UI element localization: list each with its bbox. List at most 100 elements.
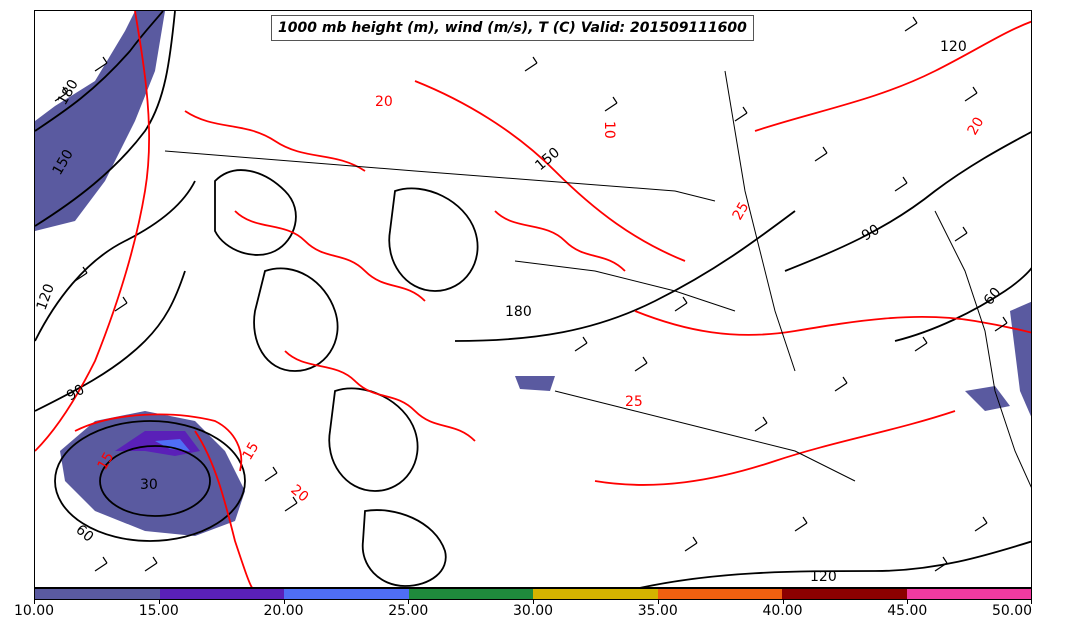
temperature-label: 25 <box>730 200 753 223</box>
colorbar-label: 35.00 <box>637 603 678 619</box>
height-contour-90-west <box>35 270 186 412</box>
temp-contour-25 <box>634 310 1031 336</box>
shading-low-inner <box>155 439 190 451</box>
temp-contour-low <box>74 413 243 472</box>
wind-barb <box>634 356 648 372</box>
wind-barb <box>894 176 908 192</box>
shading-northwest <box>35 11 165 231</box>
temperature-label: 10 <box>601 121 617 139</box>
height-label: 90 <box>859 222 882 245</box>
height-label: 90 <box>64 382 87 405</box>
height-contour-120-west <box>35 180 196 342</box>
wind-barb <box>904 16 918 32</box>
height-contour-120-south <box>640 540 1031 587</box>
wind-barb <box>914 336 928 352</box>
colorbar-tick <box>782 600 784 604</box>
height-label: 180 <box>505 304 532 320</box>
wind-barb <box>754 416 768 432</box>
map-canvas: 180 150 120 90 60 30 120 90 60 120 180 1… <box>35 11 1031 587</box>
height-contour-60-east <box>894 267 1031 342</box>
colorbar-label: 40.00 <box>762 603 803 619</box>
temp-contour-20-north <box>414 80 686 262</box>
height-label: 60 <box>72 522 96 546</box>
temperature-label: 20 <box>965 115 988 138</box>
colorbar-segment <box>159 589 284 599</box>
colorbar-segment <box>657 589 782 599</box>
wind-barbs <box>54 16 1008 572</box>
colorbar-tick <box>533 600 534 604</box>
shading-southwest-low <box>60 411 245 536</box>
wind-barb <box>524 56 538 72</box>
political-boundaries <box>164 70 1031 488</box>
colorbar-tick <box>907 600 909 604</box>
wind-barb <box>964 86 978 102</box>
wind-barb <box>834 376 848 392</box>
wind-barb <box>684 536 698 552</box>
colorbar-segment <box>782 589 907 599</box>
wind-barb <box>934 556 948 572</box>
wind-barb <box>794 516 808 532</box>
wind-barb <box>94 556 108 572</box>
height-label: 150 <box>532 145 563 174</box>
wind-barb <box>974 516 988 532</box>
colorbar-label: 50.00 <box>991 603 1033 619</box>
wind-barb <box>144 556 158 572</box>
temperature-contours <box>35 11 1031 587</box>
terrain-cluster-4 <box>388 187 479 292</box>
border-coast-east <box>934 210 1031 488</box>
temp-wiggle-4 <box>184 110 366 172</box>
wind-barb <box>574 336 588 352</box>
colorbar-segment <box>533 589 658 599</box>
temperature-label: 20 <box>375 94 393 110</box>
terrain-cluster-5 <box>361 509 447 587</box>
map-panel: 180 150 120 90 60 30 120 90 60 120 180 1… <box>34 10 1032 588</box>
height-contour-180 <box>35 11 164 132</box>
height-contour-90-east <box>784 131 1031 272</box>
height-label: 30 <box>140 477 158 493</box>
wind-barb <box>54 86 68 102</box>
wind-barb <box>284 496 298 512</box>
colorbar-segment <box>906 589 1031 599</box>
colorbar-tick <box>283 600 285 604</box>
border-canada <box>164 150 716 202</box>
shading-southeast-patch <box>965 386 1010 411</box>
wind-barb <box>604 96 618 112</box>
colorbar-tick <box>657 600 659 604</box>
wind-barb <box>954 226 968 242</box>
temp-wiggle-3 <box>494 210 626 272</box>
temp-contour-20-east <box>754 20 1031 132</box>
shading-east-edge <box>1010 301 1031 417</box>
colorbar-tick <box>408 600 410 604</box>
wind-speed-shading <box>35 11 1031 536</box>
colorbar-label: 15.00 <box>138 603 179 619</box>
border-gulf <box>554 390 856 482</box>
temp-contour-10 <box>35 11 151 452</box>
colorbar-label: 45.00 <box>887 603 928 619</box>
temp-contour-15 <box>194 430 253 587</box>
colorbar-segment <box>284 589 409 599</box>
height-label: 120 <box>810 569 837 585</box>
temp-wiggle-1 <box>234 210 426 302</box>
terrain-cluster-2 <box>253 267 339 372</box>
height-contour-150 <box>35 11 176 227</box>
wind-barb <box>814 146 828 162</box>
height-contour-mid <box>454 210 796 342</box>
temp-contour-20-south <box>594 410 956 486</box>
colorbar-label: 25.00 <box>388 603 429 619</box>
shading-gulf-patch <box>515 376 555 391</box>
colorbar-tick <box>158 600 160 604</box>
colorbar-label: 30.00 <box>512 603 554 619</box>
height-contour-low-outer <box>54 420 246 542</box>
temperature-label: 20 <box>287 482 311 506</box>
colorbar-tick <box>34 600 35 604</box>
wind-barb <box>994 316 1008 332</box>
wind-speed-colorbar <box>34 588 1032 600</box>
colorbar-label: 10.00 <box>13 603 55 619</box>
colorbar-segment <box>35 589 160 599</box>
border-state-1 <box>724 70 796 372</box>
map-title: 1000 mb height (m), wind (m/s), T (C) Va… <box>271 15 754 41</box>
height-contour-low-inner <box>99 445 211 517</box>
temperature-label: 25 <box>625 394 643 410</box>
wind-barb <box>734 106 748 122</box>
colorbar-label: 20.00 <box>263 603 304 619</box>
